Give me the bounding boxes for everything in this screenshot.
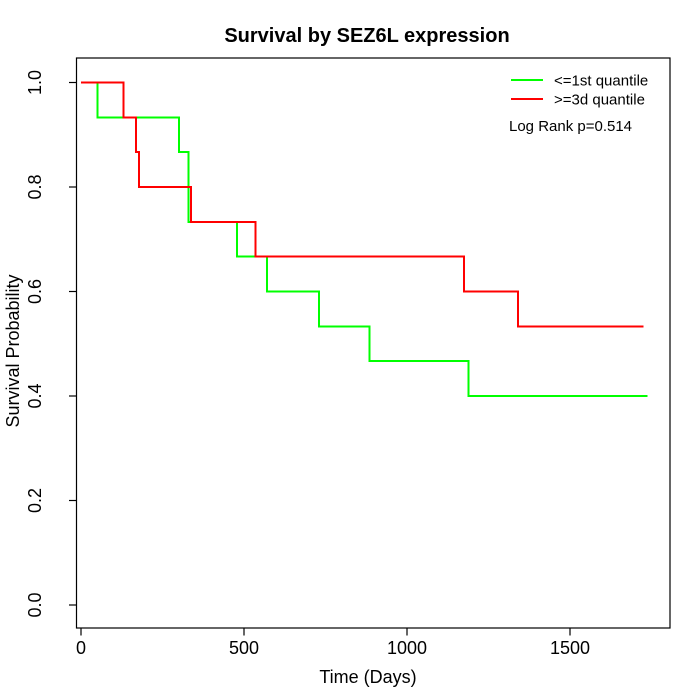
legend: <=1st quantile >=3d quantile Log Rank p=… <box>509 73 648 136</box>
x-tick-label: 500 <box>229 638 259 658</box>
x-axis-label: Time (Days) <box>319 667 416 687</box>
x-tick-label: 0 <box>76 638 86 658</box>
plot-box <box>75 57 671 629</box>
y-tick-label: 0.2 <box>25 488 45 513</box>
y-tick-label: 0.8 <box>25 174 45 199</box>
legend-label-third-quantile: >=3d quantile <box>554 92 645 109</box>
km-curve-first-quantile <box>81 81 648 397</box>
y-axis-label: Survival Probability <box>3 274 23 427</box>
log-rank-annotation: Log Rank p=0.514 <box>509 118 632 135</box>
km-curve-third-quantile <box>81 81 644 328</box>
x-tick-label: 1000 <box>387 638 427 658</box>
legend-label-first-quantile: <=1st quantile <box>554 73 648 90</box>
x-tick-label: 1500 <box>550 638 590 658</box>
y-tick-label: 0.0 <box>25 592 45 617</box>
x-axis-ticks: 0 500 1000 1500 <box>76 628 590 658</box>
y-axis-ticks: 0.0 0.2 0.4 0.6 0.8 1.0 <box>25 70 77 618</box>
y-tick-label: 0.6 <box>25 279 45 304</box>
y-tick-label: 1.0 <box>25 70 45 95</box>
y-tick-label: 0.4 <box>25 383 45 408</box>
chart-title: Survival by SEZ6L expression <box>224 25 509 47</box>
